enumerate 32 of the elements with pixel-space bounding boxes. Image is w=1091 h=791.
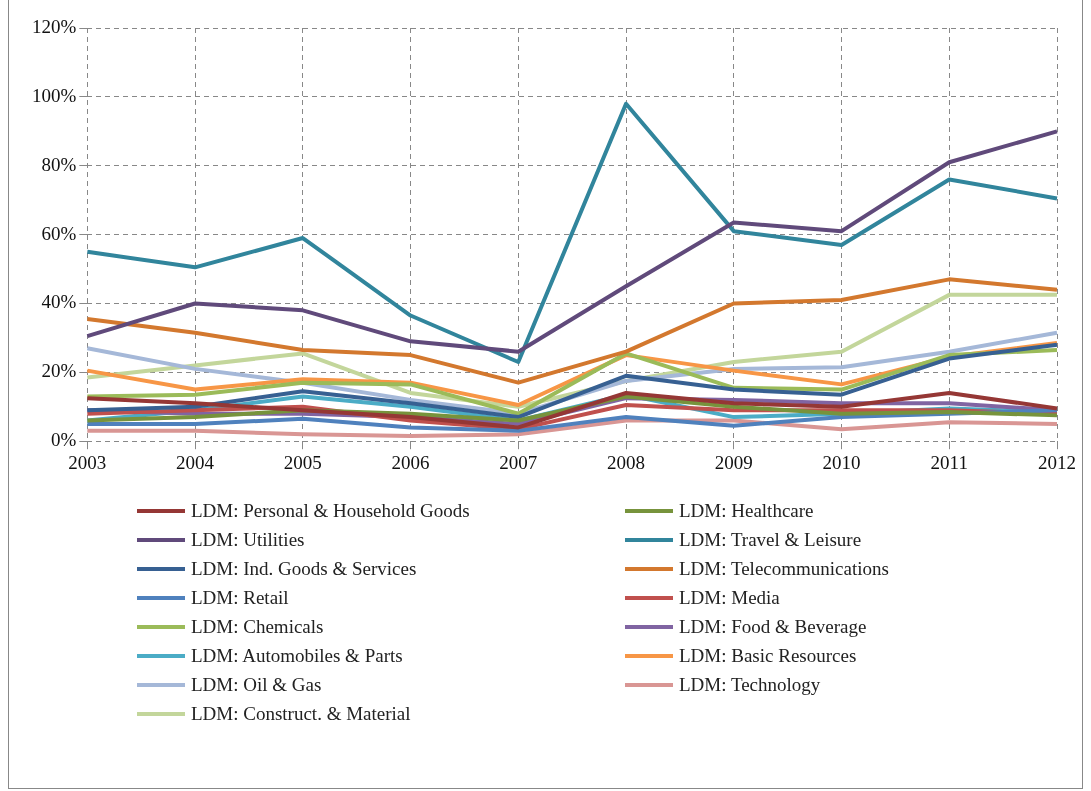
y-tick-label: 40% — [41, 291, 77, 313]
legend-label: LDM: Utilities — [191, 529, 305, 551]
legend-label: LDM: Media — [679, 587, 780, 609]
x-tick-label: 2007 — [499, 451, 538, 473]
legend-label: LDM: Ind. Goods & Services — [191, 558, 417, 580]
x-tick-label: 2006 — [391, 451, 430, 473]
y-tick-label: 0% — [51, 429, 77, 451]
legend-label: LDM: Healthcare — [679, 500, 814, 522]
x-tick-label: 2004 — [176, 451, 215, 473]
legend-label: LDM: Telecommunications — [679, 558, 889, 580]
x-tick-label: 2011 — [930, 451, 968, 473]
legend-label: LDM: Automobiles & Parts — [191, 645, 403, 667]
legend-label: LDM: Food & Beverage — [679, 616, 867, 638]
legend-label: LDM: Travel & Leisure — [679, 529, 862, 551]
y-tick-label: 100% — [32, 84, 77, 106]
x-tick-label: 2010 — [822, 451, 861, 473]
x-tick-label: 2005 — [283, 451, 322, 473]
y-tick-label: 20% — [41, 360, 77, 382]
legend-label: LDM: Personal & Household Goods — [191, 500, 470, 522]
legend-label: LDM: Basic Resources — [679, 645, 857, 667]
y-tick-label: 80% — [41, 153, 77, 175]
x-tick-label: 2008 — [607, 451, 646, 473]
y-tick-label: 120% — [32, 15, 77, 37]
legend-label: LDM: Oil & Gas — [191, 674, 322, 696]
x-tick-label: 2012 — [1038, 451, 1076, 473]
legend-label: LDM: Construct. & Material — [191, 703, 411, 725]
x-tick-label: 2009 — [714, 451, 753, 473]
legend-label: LDM: Chemicals — [191, 616, 324, 638]
y-tick-label: 60% — [41, 222, 77, 244]
legend-label: LDM: Retail — [191, 587, 289, 609]
x-tick-label: 2003 — [68, 451, 107, 473]
legend-label: LDM: Technology — [679, 674, 821, 696]
